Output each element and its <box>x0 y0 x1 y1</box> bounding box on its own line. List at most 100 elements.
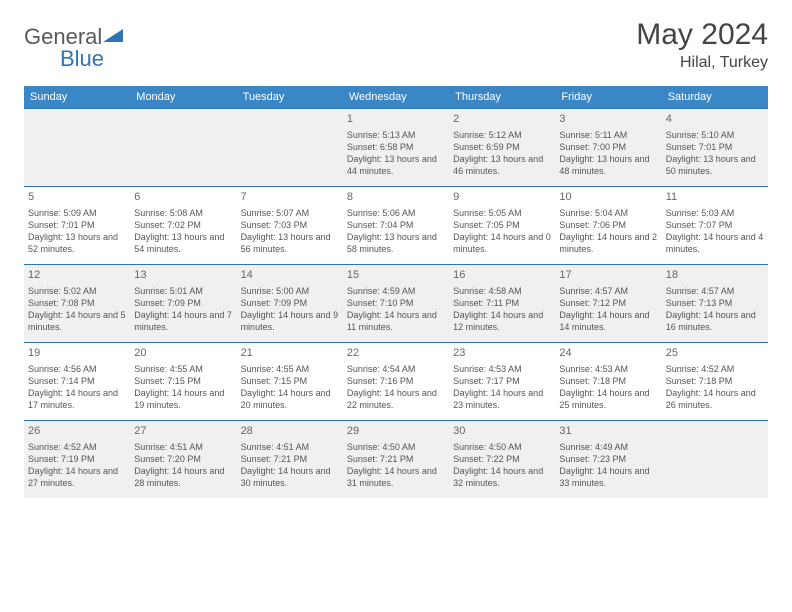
daylight-text: Daylight: 14 hours and 11 minutes. <box>347 309 445 333</box>
calendar-cell: 8 Sunrise: 5:06 AMSunset: 7:04 PMDaylight… <box>343 186 449 264</box>
sunset-text: Sunset: 7:16 PM <box>347 375 445 387</box>
calendar-cell: 20Sunrise: 4:55 AMSunset: 7:15 PMDayligh… <box>130 342 236 420</box>
calendar-cell: 19Sunrise: 4:56 AMSunset: 7:14 PMDayligh… <box>24 342 130 420</box>
sunrise-text: Sunrise: 4:58 AM <box>453 285 551 297</box>
sunrise-text: Sunrise: 5:02 AM <box>28 285 126 297</box>
daylight-text: Daylight: 14 hours and 28 minutes. <box>134 465 232 489</box>
sunset-text: Sunset: 7:19 PM <box>28 453 126 465</box>
calendar-cell: 9Sunrise: 5:05 AMSunset: 7:05 PMDaylight… <box>449 186 555 264</box>
day-number: 14 <box>241 268 339 283</box>
daylight-text: Daylight: 13 hours and 58 minutes. <box>347 231 445 255</box>
calendar-cell: 14Sunrise: 5:00 AMSunset: 7:09 PMDayligh… <box>237 264 343 342</box>
sunset-text: Sunset: 7:01 PM <box>28 219 126 231</box>
sunrise-text: Sunrise: 4:51 AM <box>134 441 232 453</box>
day-number: 5 <box>28 190 126 205</box>
daylight-text: Daylight: 13 hours and 54 minutes. <box>134 231 232 255</box>
sunrise-text: Sunrise: 4:53 AM <box>453 363 551 375</box>
day-number: 23 <box>453 346 551 361</box>
title-block: May 2024 Hilal, Turkey <box>636 18 768 72</box>
sunrise-text: Sunrise: 4:55 AM <box>134 363 232 375</box>
calendar-cell: 18Sunrise: 4:57 AMSunset: 7:13 PMDayligh… <box>662 264 768 342</box>
day-number: 20 <box>134 346 232 361</box>
calendar-cell: 6Sunrise: 5:08 AMSunset: 7:02 PMDaylight… <box>130 186 236 264</box>
sunset-text: Sunset: 7:01 PM <box>666 141 764 153</box>
sunrise-text: Sunrise: 4:55 AM <box>241 363 339 375</box>
daylight-text: Daylight: 14 hours and 16 minutes. <box>666 309 764 333</box>
daylight-text: Daylight: 14 hours and 5 minutes. <box>28 309 126 333</box>
calendar-cell: 31Sunrise: 4:49 AMSunset: 7:23 PMDayligh… <box>555 420 661 498</box>
sunrise-text: Sunrise: 4:50 AM <box>453 441 551 453</box>
sunset-text: Sunset: 7:21 PM <box>347 453 445 465</box>
calendar-cell: 13Sunrise: 5:01 AMSunset: 7:09 PMDayligh… <box>130 264 236 342</box>
month-title: May 2024 <box>636 18 768 52</box>
calendar-cell: 4Sunrise: 5:10 AMSunset: 7:01 PMDaylight… <box>662 108 768 186</box>
day-number: 8 <box>347 190 445 205</box>
sunset-text: Sunset: 7:05 PM <box>453 219 551 231</box>
day-number: 3 <box>559 112 657 127</box>
sunset-text: Sunset: 7:12 PM <box>559 297 657 309</box>
day-number: 9 <box>453 190 551 205</box>
sunrise-text: Sunrise: 4:59 AM <box>347 285 445 297</box>
day-header: Monday <box>130 86 236 108</box>
sunset-text: Sunset: 6:58 PM <box>347 141 445 153</box>
sunset-text: Sunset: 7:11 PM <box>453 297 551 309</box>
calendar-cell: 2Sunrise: 5:12 AMSunset: 6:59 PMDaylight… <box>449 108 555 186</box>
calendar-cell: 12Sunrise: 5:02 AMSunset: 7:08 PMDayligh… <box>24 264 130 342</box>
calendar-cell: 3Sunrise: 5:11 AMSunset: 7:00 PMDaylight… <box>555 108 661 186</box>
sunset-text: Sunset: 7:20 PM <box>134 453 232 465</box>
sunrise-text: Sunrise: 5:00 AM <box>241 285 339 297</box>
day-number: 31 <box>559 424 657 439</box>
daylight-text: Daylight: 14 hours and 14 minutes. <box>559 309 657 333</box>
sunset-text: Sunset: 7:03 PM <box>241 219 339 231</box>
calendar-cell: 27Sunrise: 4:51 AMSunset: 7:20 PMDayligh… <box>130 420 236 498</box>
day-number: 16 <box>453 268 551 283</box>
day-number: 12 <box>28 268 126 283</box>
sunset-text: Sunset: 7:10 PM <box>347 297 445 309</box>
sunrise-text: Sunrise: 4:53 AM <box>559 363 657 375</box>
day-header: Sunday <box>24 86 130 108</box>
daylight-text: Daylight: 14 hours and 12 minutes. <box>453 309 551 333</box>
sunset-text: Sunset: 7:23 PM <box>559 453 657 465</box>
day-number: 1 <box>347 112 445 127</box>
sunrise-text: Sunrise: 4:52 AM <box>28 441 126 453</box>
daylight-text: Daylight: 13 hours and 52 minutes. <box>28 231 126 255</box>
sunset-text: Sunset: 6:59 PM <box>453 141 551 153</box>
day-number: 30 <box>453 424 551 439</box>
sunrise-text: Sunrise: 5:09 AM <box>28 207 126 219</box>
logo-triangle-icon <box>103 29 123 47</box>
day-number: 13 <box>134 268 232 283</box>
calendar-cell: 30Sunrise: 4:50 AMSunset: 7:22 PMDayligh… <box>449 420 555 498</box>
calendar-cell: 23Sunrise: 4:53 AMSunset: 7:17 PMDayligh… <box>449 342 555 420</box>
sunset-text: Sunset: 7:17 PM <box>453 375 551 387</box>
sunset-text: Sunset: 7:02 PM <box>134 219 232 231</box>
sunrise-text: Sunrise: 4:52 AM <box>666 363 764 375</box>
calendar-cell <box>130 108 236 186</box>
sunset-text: Sunset: 7:00 PM <box>559 141 657 153</box>
logo: GeneralBlue <box>24 18 123 72</box>
calendar-cell: 24Sunrise: 4:53 AMSunset: 7:18 PMDayligh… <box>555 342 661 420</box>
daylight-text: Daylight: 14 hours and 7 minutes. <box>134 309 232 333</box>
sunset-text: Sunset: 7:14 PM <box>28 375 126 387</box>
calendar-cell: 10Sunrise: 5:04 AMSunset: 7:06 PMDayligh… <box>555 186 661 264</box>
calendar-cell: 25Sunrise: 4:52 AMSunset: 7:18 PMDayligh… <box>662 342 768 420</box>
sunset-text: Sunset: 7:18 PM <box>666 375 764 387</box>
day-header: Wednesday <box>343 86 449 108</box>
daylight-text: Daylight: 14 hours and 22 minutes. <box>347 387 445 411</box>
sunset-text: Sunset: 7:15 PM <box>134 375 232 387</box>
logo-text-blue: Blue <box>60 46 104 72</box>
day-number: 28 <box>241 424 339 439</box>
sunrise-text: Sunrise: 5:08 AM <box>134 207 232 219</box>
calendar-cell <box>662 420 768 498</box>
calendar-cell: 29Sunrise: 4:50 AMSunset: 7:21 PMDayligh… <box>343 420 449 498</box>
calendar-cell <box>24 108 130 186</box>
daylight-text: Daylight: 14 hours and 0 minutes. <box>453 231 551 255</box>
sunrise-text: Sunrise: 4:56 AM <box>28 363 126 375</box>
sunrise-text: Sunrise: 5:06 AM <box>347 207 445 219</box>
day-number: 22 <box>347 346 445 361</box>
calendar-cell: 16 Sunrise: 4:58 AMSunset: 7:11 PMDayligh… <box>449 264 555 342</box>
sunset-text: Sunset: 7:04 PM <box>347 219 445 231</box>
sunrise-text: Sunrise: 5:11 AM <box>559 129 657 141</box>
daylight-text: Daylight: 13 hours and 56 minutes. <box>241 231 339 255</box>
daylight-text: Daylight: 13 hours and 44 minutes. <box>347 153 445 177</box>
calendar-cell: 28Sunrise: 4:51 AMSunset: 7:21 PMDayligh… <box>237 420 343 498</box>
